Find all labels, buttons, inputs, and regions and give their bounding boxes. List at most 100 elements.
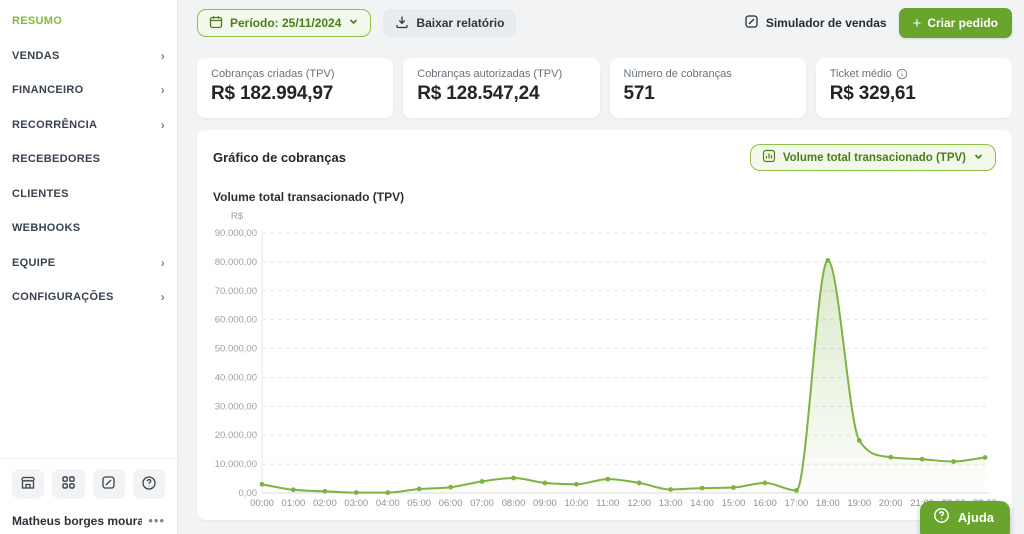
chevron-right-icon: › <box>160 290 165 305</box>
sidebar-item-label: VENDAS <box>12 49 60 62</box>
svg-text:R$: R$ <box>231 211 244 222</box>
sidebar-item-recebedores[interactable]: RECEBEDORES <box>0 142 177 177</box>
sidebar: RESUMO VENDAS › FINANCEIRO › RECORRÊNCIA… <box>0 0 178 534</box>
sidebar-menu: RESUMO VENDAS › FINANCEIRO › RECORRÊNCIA… <box>0 0 177 315</box>
download-report-button[interactable]: Baixar relatório <box>383 9 517 37</box>
chevron-right-icon: › <box>160 117 165 132</box>
chart-header: Gráfico de cobranças Volume total transa… <box>213 144 996 171</box>
kpi-value: 571 <box>623 83 655 104</box>
topbar: Período: 25/11/2024 Baixar relatório <box>197 8 1012 38</box>
chevron-right-icon: › <box>160 48 165 63</box>
sales-simulator-icon <box>101 475 116 493</box>
chart-metric-label: Volume total transacionado (TPV) <box>782 151 966 164</box>
period-label: Período: 25/11/2024 <box>230 16 342 30</box>
kpi-value: R$ 128.547,24 <box>417 83 540 104</box>
kpi-card-ticket-medio: Ticket médio R$ 329,61 <box>815 58 1012 118</box>
svg-text:70.000,00: 70.000,00 <box>215 286 257 297</box>
chevron-right-icon: › <box>160 83 165 98</box>
svg-text:06:00: 06:00 <box>439 498 463 509</box>
apps-grid-icon <box>61 475 76 493</box>
kpi-label: Cobranças criadas (TPV) <box>211 68 335 80</box>
chart-title: Gráfico de cobranças <box>213 150 346 165</box>
svg-text:11:00: 11:00 <box>596 498 619 509</box>
svg-text:15:00: 15:00 <box>722 498 746 509</box>
create-order-button[interactable]: + Criar pedido <box>898 8 1012 38</box>
help-circle-icon <box>933 507 950 527</box>
sidebar-item-vendas[interactable]: VENDAS › <box>0 39 177 74</box>
kpi-card-numero-cobrancas: Número de cobranças 571 <box>609 58 806 118</box>
storefront-button[interactable] <box>12 469 45 499</box>
svg-text:60.000,00: 60.000,00 <box>215 315 257 326</box>
svg-text:03:00: 03:00 <box>344 498 368 509</box>
chart-metric-selector[interactable]: Volume total transacionado (TPV) <box>749 144 996 171</box>
svg-text:16:00: 16:00 <box>753 498 777 509</box>
sidebar-item-label: CONFIGURAÇÕES <box>12 291 114 304</box>
svg-text:20.000,00: 20.000,00 <box>215 430 257 441</box>
svg-text:04:00: 04:00 <box>376 498 400 509</box>
sidebar-item-label: WEBHOOKS <box>12 222 81 235</box>
user-name: Matheus borges moura Bor... <box>12 513 143 528</box>
sidebar-item-label: FINANCEIRO <box>12 84 84 97</box>
period-selector[interactable]: Período: 25/11/2024 <box>197 9 372 37</box>
sidebar-item-label: RESUMO <box>12 15 63 28</box>
calendar-icon <box>209 15 223 32</box>
sidebar-item-label: RECEBEDORES <box>12 153 101 166</box>
main-content: Período: 25/11/2024 Baixar relatório <box>178 0 1024 534</box>
kpi-card-cobrancas-autorizadas: Cobranças autorizadas (TPV) R$ 128.547,2… <box>403 58 600 118</box>
svg-text:00:00: 00:00 <box>250 498 274 509</box>
kpi-label: Ticket médio <box>830 68 998 80</box>
sidebar-item-label: EQUIPE <box>12 256 56 269</box>
sidebar-item-label: RECORRÊNCIA <box>12 118 98 131</box>
help-button[interactable] <box>132 469 165 499</box>
sidebar-item-resumo[interactable]: RESUMO <box>0 4 177 39</box>
kpi-value: R$ 182.994,97 <box>211 83 334 104</box>
svg-text:17:00: 17:00 <box>785 498 809 509</box>
sales-simulator-label: Simulador de vendas <box>765 16 887 30</box>
svg-text:14:00: 14:00 <box>690 498 714 509</box>
svg-text:08:00: 08:00 <box>502 498 526 509</box>
kpi-value: R$ 329,61 <box>829 83 916 104</box>
sidebar-item-webhooks[interactable]: WEBHOOKS <box>0 211 177 246</box>
apps-grid-button[interactable] <box>52 469 85 499</box>
sales-simulator-button[interactable] <box>92 469 125 499</box>
help-label: Ajuda <box>957 509 994 525</box>
sidebar-item-configuracoes[interactable]: CONFIGURAÇÕES › <box>0 280 177 315</box>
sidebar-item-equipe[interactable]: EQUIPE › <box>0 246 177 281</box>
sales-simulator-icon <box>744 14 759 32</box>
svg-text:20:00: 20:00 <box>879 498 903 509</box>
user-menu-button[interactable]: ••• <box>148 513 165 528</box>
help-floating-button[interactable]: Ajuda <box>919 501 1010 534</box>
plus-icon: + <box>912 14 922 32</box>
sidebar-item-recorrencia[interactable]: RECORRÊNCIA › <box>0 108 177 143</box>
svg-text:90.000,00: 90.000,00 <box>215 228 257 239</box>
sidebar-item-clientes[interactable]: CLIENTES <box>0 177 177 212</box>
sidebar-item-financeiro[interactable]: FINANCEIRO › <box>0 73 177 108</box>
svg-text:10:00: 10:00 <box>564 498 588 509</box>
storefront-icon <box>20 475 36 494</box>
kpi-label: Cobranças autorizadas (TPV) <box>417 68 563 80</box>
chart-card: Gráfico de cobranças Volume total transa… <box>197 130 1012 520</box>
svg-text:07:00: 07:00 <box>470 498 494 509</box>
svg-text:02:00: 02:00 <box>313 498 337 509</box>
svg-text:13:00: 13:00 <box>659 498 683 509</box>
chevron-down-icon <box>973 151 984 165</box>
chevron-right-icon: › <box>160 255 165 270</box>
sidebar-item-label: CLIENTES <box>12 187 69 200</box>
svg-text:30.000,00: 30.000,00 <box>215 401 257 412</box>
svg-text:80.000,00: 80.000,00 <box>215 257 257 268</box>
sales-simulator-link[interactable]: Simulador de vendas <box>744 14 887 32</box>
info-icon[interactable] <box>896 68 908 80</box>
tpv-line-chart-svg: R$ 90.000,00 80.000,00 70.000,00 60.000,00 50… <box>215 211 996 509</box>
svg-text:19:00: 19:00 <box>847 498 871 509</box>
kpi-card-cobrancas-criadas: Cobranças criadas (TPV) R$ 182.994,97 <box>197 58 394 118</box>
svg-text:18:00: 18:00 <box>816 498 840 509</box>
download-icon <box>395 15 409 32</box>
svg-text:01:00: 01:00 <box>282 498 306 509</box>
svg-text:05:00: 05:00 <box>407 498 431 509</box>
download-report-label: Baixar relatório <box>416 16 505 30</box>
sidebar-footer-icon-row <box>12 469 165 499</box>
svg-text:50.000,00: 50.000,00 <box>215 344 257 355</box>
chevron-down-icon <box>348 16 359 30</box>
help-circle-icon <box>141 475 157 494</box>
tpv-line-chart: R$ 90.000,00 80.000,00 70.000,00 60.000,00 50… <box>213 208 996 510</box>
